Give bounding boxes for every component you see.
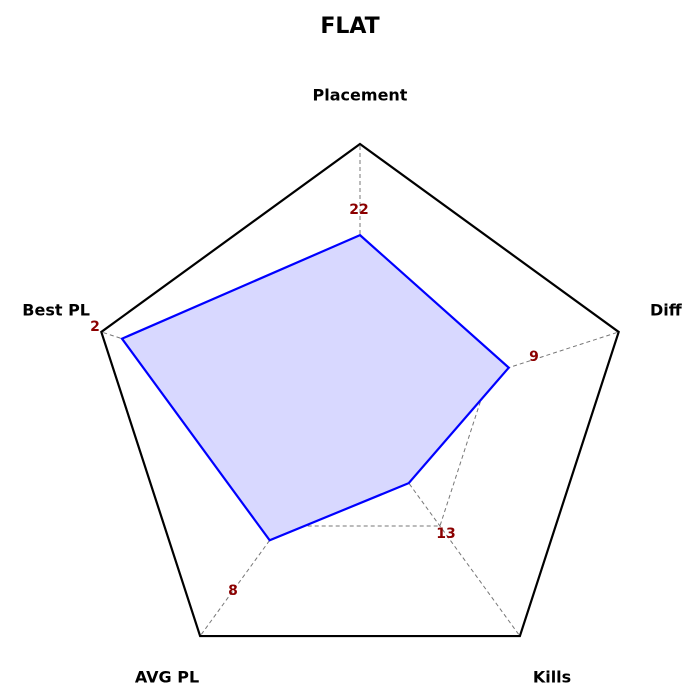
axis-label-placement: Placement bbox=[313, 86, 408, 105]
value-label-2: 13 bbox=[436, 526, 455, 542]
series-area bbox=[122, 235, 509, 541]
series-layer bbox=[100, 142, 620, 638]
axis-label-kills: Kills bbox=[533, 668, 571, 687]
value-label-4: 2 bbox=[90, 319, 100, 335]
axis-label-diff: Diff bbox=[650, 301, 683, 320]
axis-label-best-pl: Best PL bbox=[22, 301, 90, 320]
value-label-1: 9 bbox=[529, 349, 539, 365]
chart-title: FLAT bbox=[320, 14, 379, 39]
series-line bbox=[120, 233, 511, 542]
value-label-3: 8 bbox=[228, 583, 238, 599]
axis-label-avg-pl: AVG PL bbox=[135, 668, 199, 687]
outer-frame bbox=[100, 142, 620, 638]
label-layer: Placement Diff Kills AVG PL Best PL 22 9 13 8 2 bbox=[22, 86, 682, 687]
value-label-0: 22 bbox=[349, 202, 368, 218]
